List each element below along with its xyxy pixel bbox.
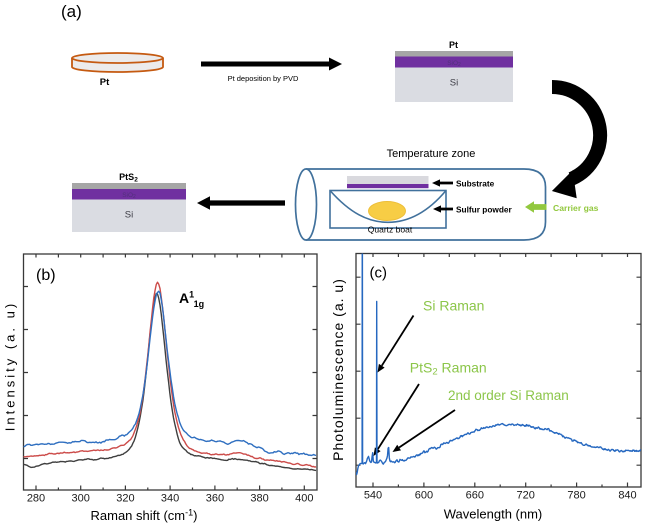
svg-text:(c): (c) [370,265,388,282]
svg-text:Substrate: Substrate [456,179,495,189]
svg-text:Temperature zone: Temperature zone [387,148,476,160]
svg-text:Intensity (a. u): Intensity (a. u) [3,301,18,431]
svg-text:300: 300 [72,493,90,505]
svg-text:Sulfur powder: Sulfur powder [456,205,513,215]
svg-text:PtS2: PtS2 [119,172,138,184]
svg-text:Pt: Pt [100,77,110,88]
svg-text:SiO2: SiO2 [447,60,461,68]
svg-text:Quartz boat: Quartz boat [368,225,413,235]
svg-text:SiO2: SiO2 [122,192,136,200]
svg-text:540: 540 [364,490,382,502]
svg-text:320: 320 [116,493,134,505]
svg-text:Si: Si [450,78,458,89]
svg-text:660: 660 [466,490,484,502]
svg-text:Wavelength (nm): Wavelength (nm) [444,507,543,522]
svg-text:(a): (a) [61,2,82,21]
svg-text:400: 400 [295,493,313,505]
svg-text:780: 780 [567,490,585,502]
svg-text:Photoluminescence (a. u): Photoluminescence (a. u) [330,278,346,461]
svg-text:360: 360 [206,493,224,505]
svg-text:Si Raman: Si Raman [423,298,484,314]
svg-text:2nd order Si Raman: 2nd order Si Raman [448,388,569,403]
svg-text:Pt: Pt [449,40,458,50]
svg-text:720: 720 [517,490,535,502]
svg-text:Si: Si [125,210,133,221]
svg-text:Raman shift (cm-1): Raman shift (cm-1) [91,508,198,524]
svg-text:Carrier gas: Carrier gas [553,203,599,213]
svg-text:840: 840 [618,490,636,502]
svg-text:Pt deposition by PVD: Pt deposition by PVD [228,74,299,83]
svg-text:PtS2 Raman: PtS2 Raman [410,360,487,378]
svg-text:280: 280 [27,493,45,505]
svg-text:340: 340 [161,493,179,505]
svg-text:(b): (b) [36,267,56,284]
svg-text:380: 380 [250,493,268,505]
svg-text:600: 600 [415,490,433,502]
